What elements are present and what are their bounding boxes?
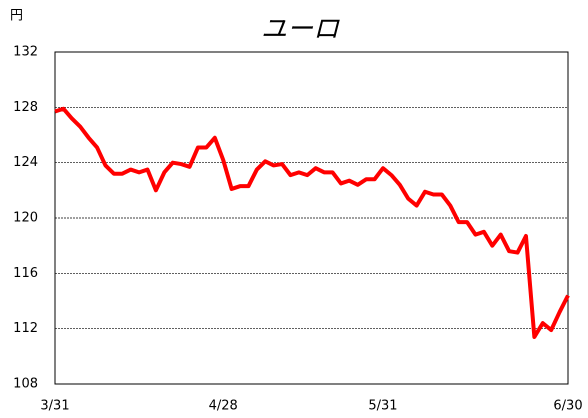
y-tick-label: 132 [13, 45, 38, 60]
y-tick-label: 128 [13, 100, 38, 115]
y-tick-label: 116 [13, 266, 38, 281]
y-tick-label: 124 [13, 155, 38, 170]
y-tick-label: 120 [13, 211, 38, 226]
line-series [54, 106, 570, 339]
plot-frame [54, 51, 569, 385]
x-tick-label: 6/30 [553, 399, 582, 414]
y-tick-label: 112 [13, 321, 38, 336]
chart-title: ユーロ [261, 15, 340, 45]
x-tick-label: 5/31 [368, 399, 397, 414]
x-tick-label: 3/31 [40, 399, 69, 414]
y-tick-label: 108 [13, 377, 38, 392]
y-axis-unit: 円 [10, 9, 23, 24]
x-tick-label: 4/28 [209, 399, 238, 414]
